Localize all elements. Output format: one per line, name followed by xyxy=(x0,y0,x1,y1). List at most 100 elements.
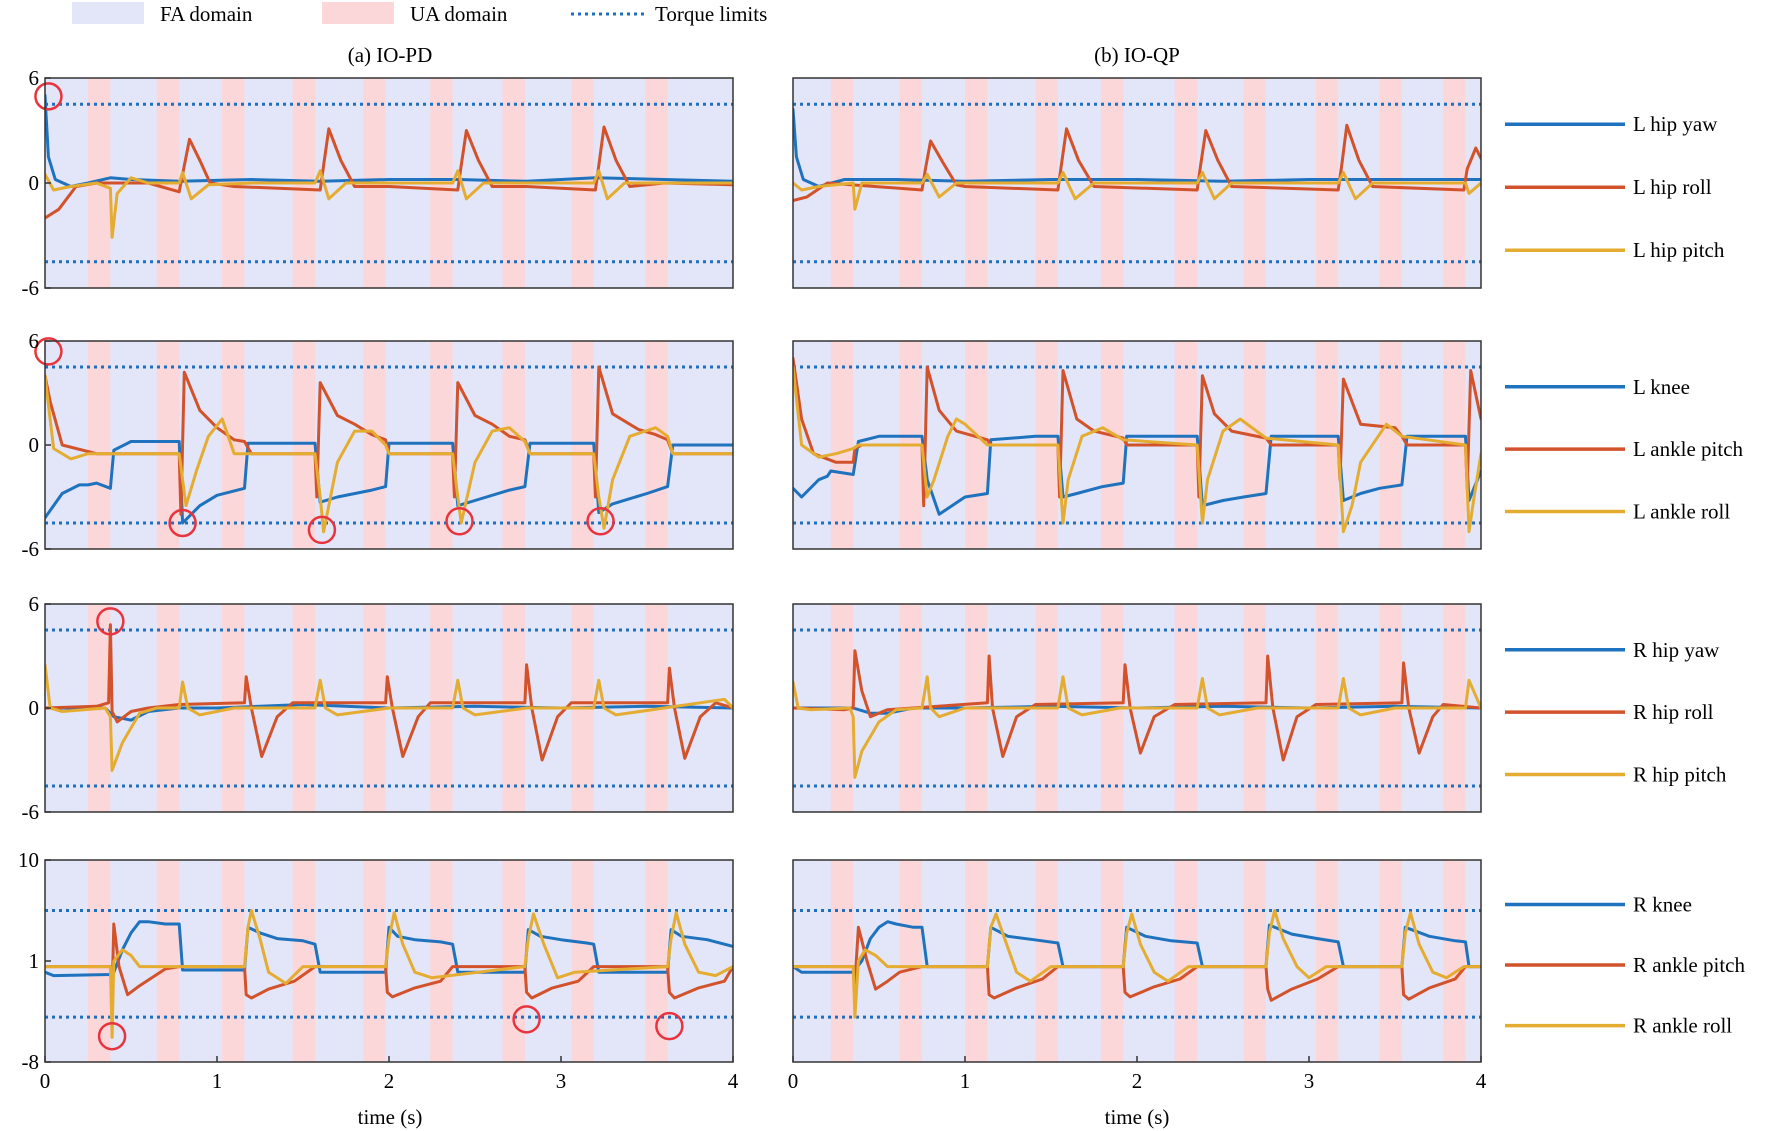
series-legend-row-1: L knee L ankle pitch L ankle roll xyxy=(1505,375,1744,524)
panel-r2-io-pd: 6 0 -6 xyxy=(22,592,734,824)
highlight-marker xyxy=(96,607,125,636)
legend-entry-label: L hip yaw xyxy=(1633,112,1718,136)
series-line-l-knee xyxy=(793,434,1481,516)
x-tick-label: 2 xyxy=(384,1069,395,1093)
highlight-marker xyxy=(97,1021,127,1051)
legend-fa-swatch xyxy=(72,2,144,24)
axes-frame xyxy=(792,77,1482,289)
legend-entry-label: R hip pitch xyxy=(1633,763,1727,787)
ua-domain-band xyxy=(1035,860,1058,1062)
ua-domain-band xyxy=(571,341,594,549)
ua-domain-band xyxy=(88,860,111,1062)
y-tick-label: 1 xyxy=(29,949,40,973)
legend-entry-label: R hip roll xyxy=(1633,700,1714,724)
series-legend-row-0: L hip yaw L hip roll L hip pitch xyxy=(1505,112,1725,262)
highlight-marker xyxy=(586,507,615,536)
fa-domain-background xyxy=(793,860,1481,1062)
highlight-marker xyxy=(307,515,337,545)
highlight-marker xyxy=(168,508,197,538)
ua-domain-band xyxy=(430,341,453,549)
panel-r3-io-qp: 0 1 2 3 4 xyxy=(788,859,1487,1093)
series-line-r-ankle-pitch xyxy=(45,922,733,1000)
panel-r0-io-qp xyxy=(792,77,1482,289)
series-line-r-ankle-pitch xyxy=(793,925,1481,1002)
ua-domain-band xyxy=(363,341,386,549)
x-tick-label: 0 xyxy=(788,1069,799,1093)
series-line-r-hip-pitch xyxy=(45,663,733,772)
column-title-io-pd: (a) IO-PD xyxy=(348,43,433,67)
legend-fa-label: FA domain xyxy=(160,2,253,26)
x-tick-label: 4 xyxy=(1476,1069,1487,1093)
series-line-l-hip-pitch xyxy=(45,169,733,239)
legend-entry-label: L knee xyxy=(1633,375,1690,399)
panel-r2-io-qp xyxy=(792,603,1482,813)
axes-frame xyxy=(792,603,1482,813)
series-legend-row-3: R knee R ankle pitch R ankle roll xyxy=(1505,892,1745,1038)
ua-domain-band xyxy=(571,860,594,1062)
x-tick-label: 2 xyxy=(1132,1069,1143,1093)
series-line-l-hip-pitch xyxy=(793,171,1481,211)
highlight-marker xyxy=(34,337,63,366)
ua-domain-band xyxy=(1379,341,1402,549)
x-tick-label: 4 xyxy=(728,1069,739,1093)
legend-ua-swatch xyxy=(322,2,394,24)
series-line-r-hip-pitch xyxy=(793,675,1481,779)
xlabel-io-qp: time (s) xyxy=(1105,1105,1170,1129)
legend-entry-label: R ankle pitch xyxy=(1633,953,1745,977)
panel-r1-io-pd: 6 0 -6 xyxy=(22,329,734,561)
y-tick-label: 10 xyxy=(18,848,39,872)
legend-entry-label: R hip yaw xyxy=(1633,638,1720,662)
x-tick-label: 1 xyxy=(212,1069,223,1093)
x-tick-label: 1 xyxy=(960,1069,971,1093)
legend-entry-label: R ankle roll xyxy=(1633,1014,1732,1038)
y-tick-label: -6 xyxy=(22,800,40,824)
legend-entry-label: R knee xyxy=(1633,892,1692,916)
series-line-r-ankle-roll xyxy=(793,909,1481,1019)
y-tick-label: -6 xyxy=(22,537,40,561)
y-tick-label: 6 xyxy=(29,592,40,616)
highlight-marker xyxy=(512,1005,541,1034)
ua-domain-band xyxy=(830,860,854,1062)
axes-frame xyxy=(792,340,1482,550)
panel-r0-io-pd: 6 0 -6 xyxy=(22,66,734,300)
column-title-io-qp: (b) IO-QP xyxy=(1094,43,1180,67)
series-legend-row-2: R hip yaw R hip roll R hip pitch xyxy=(1505,638,1727,787)
y-tick-label: 6 xyxy=(29,329,40,353)
legend-entry-label: L hip pitch xyxy=(1633,238,1725,262)
top-legend: FA domain UA domain Torque limits xyxy=(72,2,767,26)
ua-domain-band xyxy=(430,860,453,1062)
ua-domain-band xyxy=(1379,860,1402,1062)
xlabel-io-pd: time (s) xyxy=(358,1105,423,1129)
ua-domain-band xyxy=(1243,341,1266,549)
series-line-l-hip-yaw xyxy=(45,94,733,188)
x-tick-label: 0 xyxy=(40,1069,51,1093)
ua-domain-band xyxy=(156,341,180,549)
fa-domain-background xyxy=(45,860,733,1062)
ua-domain-band xyxy=(645,341,668,549)
highlight-marker xyxy=(34,82,63,111)
y-tick-label: 0 xyxy=(29,696,40,720)
ua-domain-band xyxy=(1243,860,1266,1062)
legend-entry-label: L ankle roll xyxy=(1633,500,1730,524)
series-line-r-hip-roll xyxy=(45,623,733,762)
series-line-l-ankle-pitch xyxy=(45,365,733,516)
highlight-marker xyxy=(445,507,474,536)
series-line-l-hip-roll xyxy=(793,123,1481,202)
ua-domain-band xyxy=(1315,860,1339,1062)
y-tick-label: 0 xyxy=(29,433,40,457)
ua-domain-band xyxy=(1443,860,1466,1062)
ua-domain-band xyxy=(363,860,386,1062)
ua-domain-band xyxy=(88,341,111,549)
legend-ua-label: UA domain xyxy=(410,2,508,26)
highlight-marker xyxy=(655,1011,684,1041)
y-tick-label: 6 xyxy=(29,66,40,90)
series-line-l-ankle-roll xyxy=(45,374,733,534)
y-tick-label: -8 xyxy=(22,1050,40,1074)
x-tick-label: 3 xyxy=(556,1069,567,1093)
ua-domain-band xyxy=(1174,860,1198,1062)
ua-domain-band xyxy=(830,341,854,549)
panel-r3-io-pd: 10 1 -80 1 2 3 4 xyxy=(18,848,739,1093)
panel-r1-io-qp xyxy=(792,340,1482,550)
ua-domain-band xyxy=(965,860,988,1062)
ua-domain-band xyxy=(965,341,988,549)
